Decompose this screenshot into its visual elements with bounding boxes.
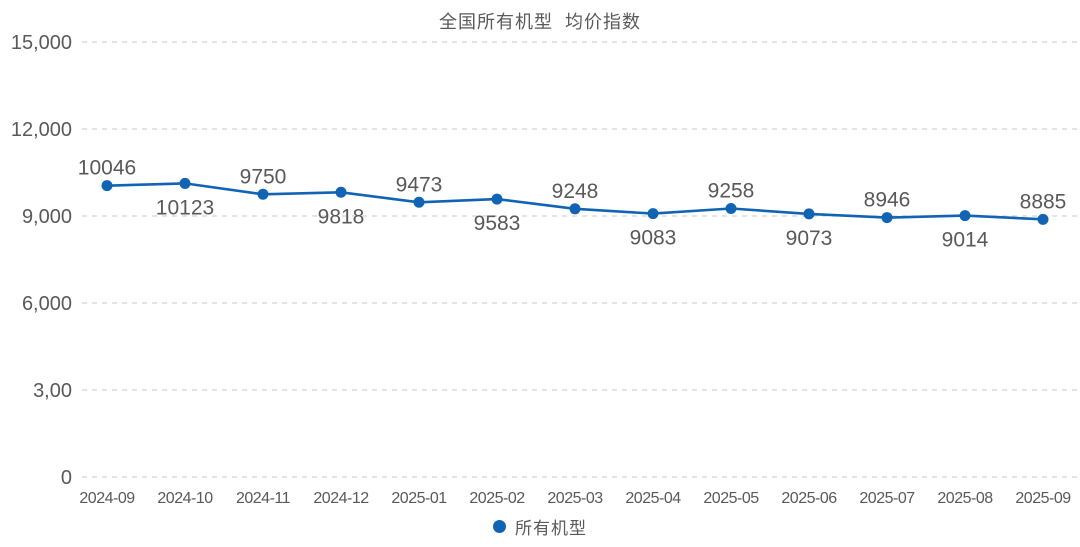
data-label: 10123: [156, 196, 214, 219]
data-point: [725, 203, 737, 215]
data-label: 9818: [318, 205, 365, 228]
x-tick-label: 2024-09: [79, 490, 135, 507]
data-label: 10046: [78, 157, 136, 180]
y-tick-label: 12,000: [11, 119, 72, 141]
data-point: [959, 210, 971, 222]
x-tick-label: 2025-09: [1015, 490, 1071, 507]
x-tick-label: 2024-12: [313, 490, 369, 507]
x-tick-label: 2025-03: [547, 490, 603, 507]
y-tick-label: 3,00: [33, 380, 72, 402]
legend-marker-icon: [493, 520, 506, 533]
data-point: [101, 180, 113, 192]
data-label: 8885: [1020, 190, 1067, 213]
data-point: [179, 177, 191, 189]
x-tick-label: 2024-11: [236, 490, 291, 507]
data-label: 9248: [552, 180, 599, 203]
x-tick-label: 2025-04: [625, 490, 681, 507]
x-tick-label: 2025-05: [703, 490, 759, 507]
data-point: [1037, 213, 1049, 225]
data-label: 9750: [240, 165, 287, 188]
y-tick-label: 6,000: [22, 293, 72, 315]
x-tick-label: 2024-10: [157, 490, 213, 507]
x-tick-label: 2025-08: [937, 490, 993, 507]
data-label: 9014: [942, 229, 989, 252]
x-tick-label: 2025-02: [469, 490, 525, 507]
data-point: [413, 196, 425, 208]
y-tick-label: 9,000: [22, 206, 72, 228]
data-label: 9473: [396, 173, 443, 196]
data-label: 9258: [708, 180, 755, 203]
chart-title: 全国所有机型 均价指数: [438, 12, 641, 32]
data-point: [647, 208, 659, 220]
y-tick-label: 0: [61, 467, 72, 489]
data-point: [491, 193, 503, 205]
x-tick-label: 2025-06: [781, 490, 837, 507]
data-label: 9073: [786, 227, 833, 250]
data-label: 8946: [864, 189, 911, 212]
data-label: 9583: [474, 212, 521, 235]
data-label: 9083: [630, 227, 677, 250]
x-tick-label: 2025-07: [859, 490, 915, 507]
data-point: [257, 188, 269, 200]
y-tick-label: 15,000: [11, 32, 72, 54]
legend-label: 所有机型: [515, 519, 587, 538]
data-point: [335, 186, 347, 198]
data-point: [803, 208, 815, 220]
data-point: [569, 203, 581, 215]
data-point: [881, 212, 893, 224]
legend: 所有机型: [0, 514, 1080, 539]
x-tick-label: 2025-01: [391, 490, 447, 507]
